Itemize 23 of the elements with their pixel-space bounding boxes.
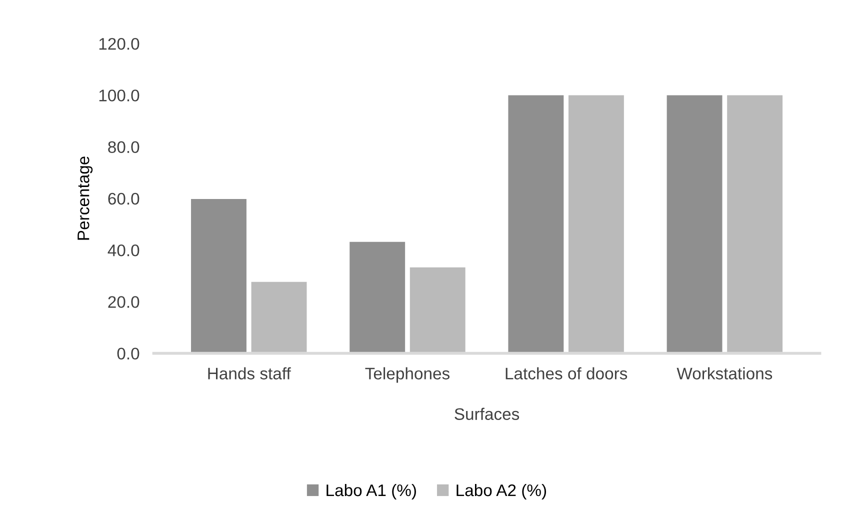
x-axis-title: Surfaces [454, 408, 520, 420]
x-tick-label: Telephones [365, 367, 450, 383]
bar [508, 95, 564, 354]
legend-label: Labo A2 (%) [456, 484, 546, 500]
y-tick-label: 100.0 [99, 90, 140, 102]
x-tick-label: Latches of doors [506, 367, 628, 380]
bar [350, 242, 406, 354]
y-tick-label: 40.0 [108, 244, 140, 256]
bar [191, 198, 246, 354]
bar [666, 95, 722, 354]
y-tick-label: 0.0 [117, 348, 140, 360]
y-tick-label: 80.0 [108, 141, 140, 154]
y-tick-label: 60.0 [108, 192, 140, 205]
bar [568, 95, 624, 354]
x-tick-label: Hands staff [208, 367, 291, 380]
y-axis-title: Percentage [78, 156, 93, 240]
bar [410, 267, 466, 354]
y-tick-label: 120.0 [99, 38, 140, 50]
bar [251, 282, 307, 354]
bar [727, 95, 783, 354]
y-tick-label: 20.0 [108, 296, 140, 308]
legend-label: Labo A1 (%) [326, 484, 416, 500]
x-tick-label: Workstations [676, 367, 772, 380]
